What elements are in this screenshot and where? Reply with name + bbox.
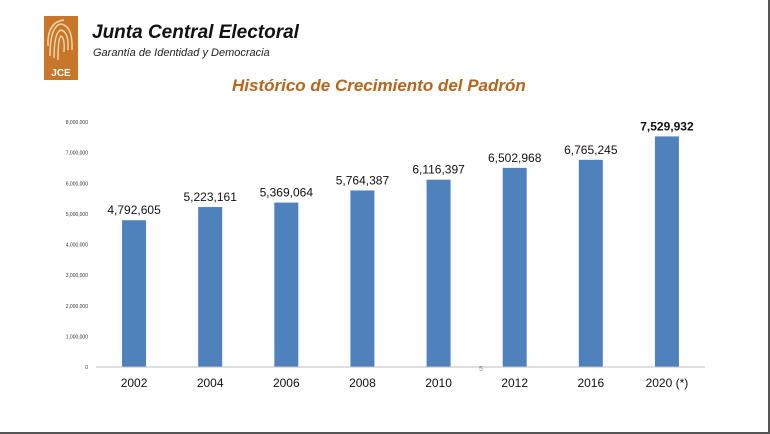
x-tick-label: 2002: [121, 376, 148, 390]
data-label: 6,116,397: [412, 163, 465, 177]
y-tick-label: 7,000,000: [66, 151, 88, 157]
bar-2012: [502, 167, 527, 367]
y-tick-label: 5,000,000: [66, 212, 88, 218]
bar-2006: [274, 202, 299, 367]
y-tick-label: 8,000,000: [66, 120, 88, 126]
logo-text: JCE: [51, 68, 71, 79]
y-tick-label: 3,000,000: [66, 273, 88, 279]
y-tick-label: 0: [85, 365, 88, 371]
bar-2020: [654, 136, 679, 367]
bar-2016: [578, 159, 603, 367]
page-marker: 5: [479, 366, 483, 373]
jce-logo: JCE: [44, 16, 78, 80]
bar-2010: [426, 179, 451, 367]
y-tick-label: 2,000,000: [66, 304, 88, 310]
x-axis: 2002 2004 2006 2008 2010 2012 2016 2020 (*): [96, 366, 705, 390]
data-label: 6,502,968: [488, 151, 542, 165]
data-label: 5,223,161: [183, 190, 237, 204]
data-label: 5,764,387: [336, 173, 390, 187]
x-tick-label: 2004: [197, 376, 224, 390]
x-tick-label: 2016: [577, 376, 604, 390]
y-tick-label: 1,000,000: [66, 334, 88, 340]
bar-2004: [198, 207, 223, 367]
data-label: 6,765,245: [564, 143, 618, 157]
organization-tagline: Garantía de Identidad y Democracia: [93, 47, 270, 59]
chart-title: Histórico de Crecimiento del Padrón: [232, 76, 526, 95]
y-tick-label: 4,000,000: [66, 243, 88, 249]
x-tick-label: 2012: [501, 376, 528, 390]
data-label: 4,792,605: [107, 203, 161, 217]
data-label: 5,369,064: [260, 186, 314, 200]
y-tick-label: 6,000,000: [66, 181, 88, 187]
data-label: 7,529,932: [640, 119, 694, 133]
bars: [122, 136, 679, 367]
bar-2008: [350, 190, 375, 367]
x-tick-label: 2010: [425, 376, 452, 390]
y-axis: 0 1,000,000 2,000,000 3,000,000 4,000,000 5,0…: [66, 120, 88, 371]
x-tick-label: 2020 (*): [646, 376, 689, 390]
x-tick-label: 2006: [273, 376, 300, 390]
organization-name: Junta Central Electoral: [92, 22, 299, 43]
x-tick-label: 2008: [349, 376, 376, 390]
data-labels: 4,792,605 5,223,161 5,369,064 5,764,387 6,11…: [107, 119, 694, 217]
bar-2002: [122, 220, 147, 367]
